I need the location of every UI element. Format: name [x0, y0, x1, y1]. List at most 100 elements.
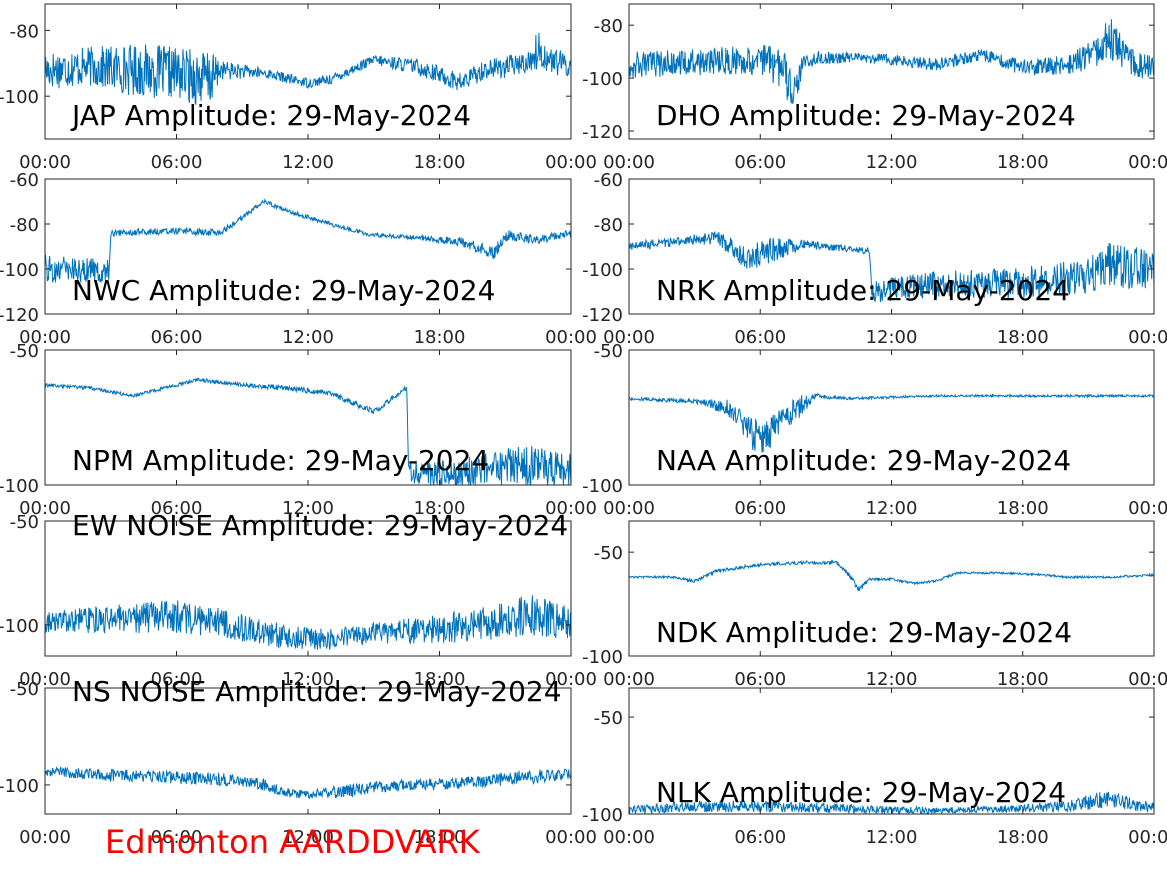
panel-8	[44, 687, 572, 815]
y-tick-label: -50	[10, 512, 39, 533]
panel-9	[628, 687, 1155, 815]
x-tick-label: 18:00	[414, 669, 466, 690]
panel-7	[628, 520, 1155, 657]
x-tick-label: 00:00	[19, 827, 71, 848]
x-tick-label: 00:00	[1128, 669, 1167, 690]
panel-1	[628, 3, 1155, 140]
station-title: Edmonton AARDDVARK	[105, 823, 481, 861]
x-tick-label: 12:00	[282, 327, 334, 348]
x-tick-label: 06:00	[734, 669, 786, 690]
panel-title: NAA Amplitude: 29-May-2024	[656, 444, 1071, 477]
x-tick-label: 06:00	[734, 827, 786, 848]
y-tick-label: -50	[10, 679, 39, 700]
y-tick-label: -80	[10, 215, 39, 236]
x-tick-label: 18:00	[997, 669, 1049, 690]
series-line	[45, 32, 571, 105]
y-tick-label: -50	[594, 341, 623, 362]
x-tick-label: 12:00	[866, 152, 918, 173]
x-tick-label: 12:00	[282, 498, 334, 519]
x-tick-label: 18:00	[997, 827, 1049, 848]
y-tick-label: -100	[0, 260, 39, 281]
x-tick-label: 00:00	[545, 498, 597, 519]
y-tick-label: -100	[582, 647, 623, 668]
panel-3	[628, 178, 1155, 315]
panel-5	[628, 349, 1155, 486]
series-line	[45, 765, 571, 800]
y-tick-label: -80	[594, 16, 623, 37]
series-line	[45, 377, 571, 485]
y-tick-label: -50	[594, 708, 623, 729]
panel-title: JAP Amplitude: 29-May-2024	[70, 99, 471, 132]
x-tick-label: 12:00	[866, 669, 918, 690]
panel-title: NPM Amplitude: 29-May-2024	[72, 444, 489, 477]
x-tick-label: 18:00	[414, 327, 466, 348]
x-tick-label: 06:00	[734, 498, 786, 519]
x-tick-label: 00:00	[603, 827, 655, 848]
x-tick-label: 00:00	[19, 327, 71, 348]
y-tick-label: -60	[594, 170, 623, 191]
y-tick-label: -120	[0, 305, 39, 326]
series-line	[629, 791, 1154, 814]
x-tick-label: 12:00	[866, 498, 918, 519]
x-tick-label: 00:00	[545, 152, 597, 173]
panel-title: NWC Amplitude: 29-May-2024	[72, 274, 495, 307]
x-tick-label: 06:00	[151, 498, 203, 519]
x-tick-label: 06:00	[151, 669, 203, 690]
y-tick-label: -80	[10, 21, 39, 42]
series-line	[629, 559, 1154, 592]
panel-title: NS NOISE Amplitude: 29-May-2024	[72, 675, 562, 708]
x-tick-label: 00:00	[545, 327, 597, 348]
y-tick-label: -80	[594, 215, 623, 236]
x-tick-label: 12:00	[866, 327, 918, 348]
x-tick-label: 06:00	[734, 152, 786, 173]
y-tick-label: -100	[582, 260, 623, 281]
panel-6	[44, 520, 572, 657]
y-tick-label: -100	[0, 616, 39, 637]
panel-title: DHO Amplitude: 29-May-2024	[656, 99, 1076, 132]
panel-title: EW NOISE Amplitude: 29-May-2024	[72, 509, 568, 542]
y-tick-label: -100	[0, 776, 39, 797]
x-tick-label: 00:00	[19, 669, 71, 690]
x-tick-label: 18:00	[997, 327, 1049, 348]
y-tick-label: -60	[10, 170, 39, 191]
x-tick-label: 18:00	[414, 827, 466, 848]
y-tick-label: -50	[594, 543, 623, 564]
x-tick-label: 00:00	[603, 152, 655, 173]
series-line	[45, 197, 571, 283]
series-line	[629, 19, 1154, 104]
x-tick-label: 00:00	[19, 152, 71, 173]
y-tick-label: -100	[0, 87, 39, 108]
panels-layer	[44, 3, 1155, 815]
x-tick-label: 00:00	[545, 827, 597, 848]
panel-title: NDK Amplitude: 29-May-2024	[656, 616, 1072, 649]
x-tick-label: 00:00	[603, 498, 655, 519]
x-tick-label: 00:00	[545, 669, 597, 690]
x-tick-label: 06:00	[734, 327, 786, 348]
x-tick-label: 12:00	[866, 827, 918, 848]
y-tick-label: -100	[582, 476, 623, 497]
x-tick-label: 00:00	[1128, 827, 1167, 848]
y-tick-label: -100	[0, 476, 39, 497]
x-tick-label: 18:00	[997, 152, 1049, 173]
series-line	[629, 392, 1154, 453]
y-tick-label: -100	[582, 69, 623, 90]
y-tick-label: -120	[582, 305, 623, 326]
panel-0	[44, 3, 572, 140]
y-tick-label: -50	[10, 341, 39, 362]
series-line	[629, 230, 1154, 303]
x-tick-label: 00:00	[1128, 498, 1167, 519]
x-tick-label: 00:00	[603, 669, 655, 690]
labels-layer: 00:00 06:00 12:00 18:00 00:00 -80 -100 JAP Ampl…	[0, 16, 1167, 848]
x-tick-label: 12:00	[282, 827, 334, 848]
y-tick-label: -120	[582, 122, 623, 143]
panel-title: NRK Amplitude: 29-May-2024	[656, 274, 1070, 307]
x-tick-label: 06:00	[151, 327, 203, 348]
x-tick-label: 00:00	[603, 327, 655, 348]
x-tick-label: 06:00	[151, 827, 203, 848]
x-tick-label: 12:00	[282, 669, 334, 690]
series-line	[45, 595, 571, 650]
panel-2	[44, 178, 572, 315]
panel-4	[44, 349, 572, 486]
